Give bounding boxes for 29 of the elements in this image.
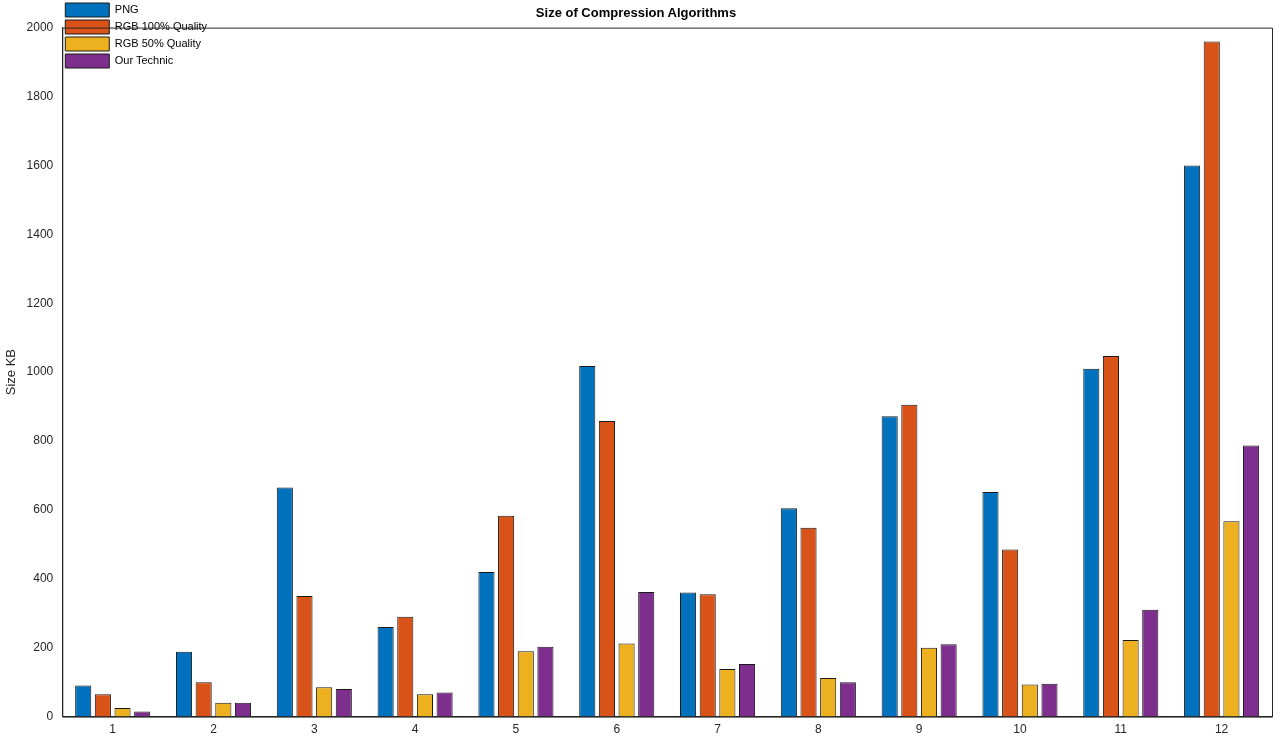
x-tick-label: 2 bbox=[210, 722, 218, 737]
y-tick-label: 1600 bbox=[26, 157, 54, 172]
x-tick-label: 4 bbox=[411, 722, 419, 737]
legend-label: RGB 100% Quality bbox=[114, 20, 208, 33]
legend-label: PNG bbox=[114, 3, 139, 16]
x-tick-label: 5 bbox=[512, 722, 520, 737]
chart-title: Size of Compression Algorithms bbox=[535, 5, 737, 21]
x-tick-label: 7 bbox=[714, 722, 722, 737]
y-tick-label: 1000 bbox=[26, 364, 54, 379]
y-tick-label: 1200 bbox=[26, 295, 54, 310]
x-tick-label: 3 bbox=[310, 722, 318, 737]
y-tick-label: 200 bbox=[33, 640, 54, 655]
x-tick-label: 11 bbox=[1114, 722, 1128, 737]
y-tick-label: 0 bbox=[46, 708, 54, 723]
y-tick-label: 400 bbox=[33, 571, 54, 586]
y-tick-label: 1400 bbox=[26, 226, 54, 241]
y-tick-label: 800 bbox=[33, 433, 54, 448]
x-tick-label: 10 bbox=[1013, 722, 1027, 737]
x-tick-label: 9 bbox=[915, 722, 923, 737]
legend-label: RGB 50% Quality bbox=[114, 37, 202, 50]
y-tick-label: 600 bbox=[33, 502, 54, 517]
y-tick-label: 2000 bbox=[26, 19, 54, 34]
x-tick-label: 8 bbox=[815, 722, 823, 737]
y-tick-label: 1800 bbox=[26, 88, 54, 103]
y-axis-title: Size KB bbox=[3, 348, 19, 396]
x-tick-label: 6 bbox=[613, 722, 621, 737]
x-tick-label: 12 bbox=[1214, 722, 1229, 737]
x-tick-label: 1 bbox=[109, 722, 117, 737]
legend-label: Our Technic bbox=[114, 54, 174, 67]
